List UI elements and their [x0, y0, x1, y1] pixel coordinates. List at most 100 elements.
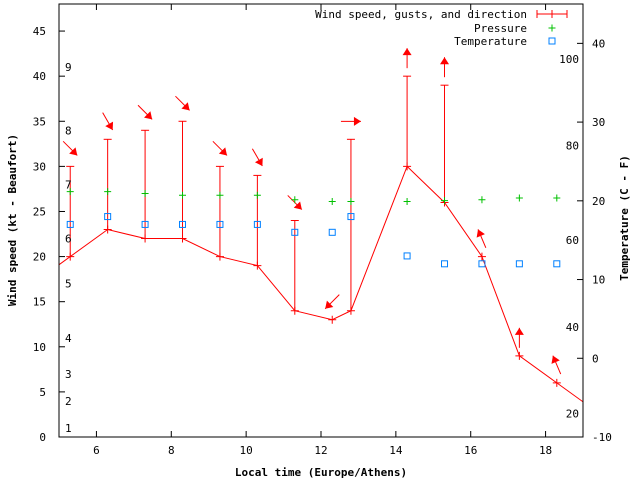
- beaufort-label: 9: [65, 61, 72, 74]
- y-tick-label: 35: [33, 115, 46, 128]
- pressure-point: [515, 194, 523, 202]
- temperature-point: [216, 220, 224, 228]
- temperature-point: [253, 220, 261, 228]
- wind-direction-arrowhead: [551, 355, 560, 364]
- legend-label: Pressure: [474, 22, 527, 35]
- y2-tick-label: 40: [592, 37, 605, 50]
- beaufort-label: 2: [65, 395, 72, 408]
- fahrenheit-label: 20: [566, 407, 579, 420]
- y-tick-label: 30: [33, 160, 46, 173]
- wind-direction-arrowhead: [218, 147, 228, 156]
- beaufort-label: 3: [65, 368, 72, 381]
- wind-point: [346, 306, 355, 315]
- wind-point: [178, 234, 187, 243]
- pressure-point: [66, 188, 74, 196]
- pressure-point: [104, 188, 112, 196]
- wind-direction-arrowhead: [440, 57, 450, 65]
- x-tick-label: 10: [240, 444, 253, 457]
- temperature-point: [347, 213, 355, 221]
- wind-direction-arrowhead: [105, 121, 114, 130]
- wind-direction-arrowhead: [402, 48, 412, 56]
- temperature-point: [478, 260, 486, 268]
- legend-label: Wind speed, gusts, and direction: [315, 8, 527, 21]
- temperature-point: [104, 213, 112, 221]
- temperature-point: [515, 260, 523, 268]
- wind-point: [141, 234, 150, 243]
- wind-direction-arrowhead: [181, 102, 190, 111]
- wind-point: [253, 261, 262, 270]
- pressure-point: [291, 196, 299, 204]
- x-tick-label: 8: [168, 444, 175, 457]
- y-tick-label: 20: [33, 251, 46, 264]
- y2-tick-label: 0: [592, 352, 599, 365]
- wind-point: [66, 252, 75, 261]
- pressure-point: [478, 196, 486, 204]
- y-tick-label: 40: [33, 70, 46, 83]
- temperature-point: [66, 220, 74, 228]
- legend-label: Temperature: [454, 35, 527, 48]
- wind-direction-arrowhead: [69, 147, 78, 156]
- x-tick-label: 12: [314, 444, 327, 457]
- wind-direction-arrowhead: [476, 229, 485, 238]
- pressure-point: [347, 198, 355, 206]
- legend-key-pressure: [548, 24, 556, 32]
- labels-layer: 6 8 10 12 14 16 18051015202530354045-100102030…: [33, 8, 612, 457]
- temperature-point: [179, 220, 187, 228]
- legend-key-temperature: [548, 37, 556, 45]
- wind-point: [477, 252, 486, 261]
- y-tick-label: 0: [39, 431, 46, 444]
- wind-point: [290, 306, 299, 315]
- y2-tick-label: 20: [592, 195, 605, 208]
- fahrenheit-label: 40: [566, 321, 579, 334]
- x-axis-label: Local time (Europe/Athens): [235, 466, 407, 479]
- legend-key-wind-marker: [548, 10, 556, 18]
- wind-point: [515, 351, 524, 360]
- wind-direction-arrowhead: [293, 201, 302, 210]
- wind-direction-arrowhead: [353, 116, 361, 126]
- fahrenheit-label: 80: [566, 140, 579, 153]
- pressure-point: [141, 189, 149, 197]
- wind-direction-arrowhead: [144, 111, 153, 120]
- temperature-point: [441, 260, 449, 268]
- beaufort-label: 6: [65, 233, 72, 246]
- beaufort-label: 5: [65, 278, 72, 291]
- x-tick-label: 14: [389, 444, 403, 457]
- wind-speed-line: [59, 165, 583, 403]
- y-tick-label: 45: [33, 25, 46, 38]
- pressure-point: [441, 197, 449, 205]
- y-tick-label: 5: [39, 386, 46, 399]
- temperature-point: [141, 220, 149, 228]
- plot-frame: [58, 3, 584, 438]
- y-tick-label: 25: [33, 205, 46, 218]
- temperature-point: [291, 228, 299, 236]
- x-tick-label: 18: [539, 444, 552, 457]
- y2-tick-label: 10: [592, 274, 605, 287]
- wind-direction-arrowhead: [325, 300, 334, 309]
- y2-axis-label: Temperature (C - F): [618, 155, 631, 281]
- beaufort-label: 8: [65, 124, 72, 137]
- pressure-point: [553, 194, 561, 202]
- pressure-point: [216, 191, 224, 199]
- fahrenheit-label: 60: [566, 234, 579, 247]
- tick-marks: [59, 4, 583, 438]
- beaufort-label: 1: [65, 422, 72, 435]
- x-tick-label: 6: [93, 444, 100, 457]
- wind-point: [328, 315, 337, 324]
- beaufort-label: 7: [65, 178, 72, 191]
- wind-point: [103, 225, 112, 234]
- pressure-point: [328, 198, 336, 206]
- wind-point: [215, 252, 224, 261]
- wind-direction-arrowhead: [514, 327, 524, 335]
- beaufort-label: 4: [65, 332, 72, 345]
- temperature-point: [553, 260, 561, 268]
- y2-tick-label: -10: [592, 431, 612, 444]
- pressure-point: [179, 191, 187, 199]
- series-layer: [59, 10, 583, 403]
- temperature-point: [403, 252, 411, 260]
- temperature-point: [328, 228, 336, 236]
- pressure-point: [253, 191, 261, 199]
- pressure-point: [403, 198, 411, 206]
- y-tick-label: 10: [33, 341, 46, 354]
